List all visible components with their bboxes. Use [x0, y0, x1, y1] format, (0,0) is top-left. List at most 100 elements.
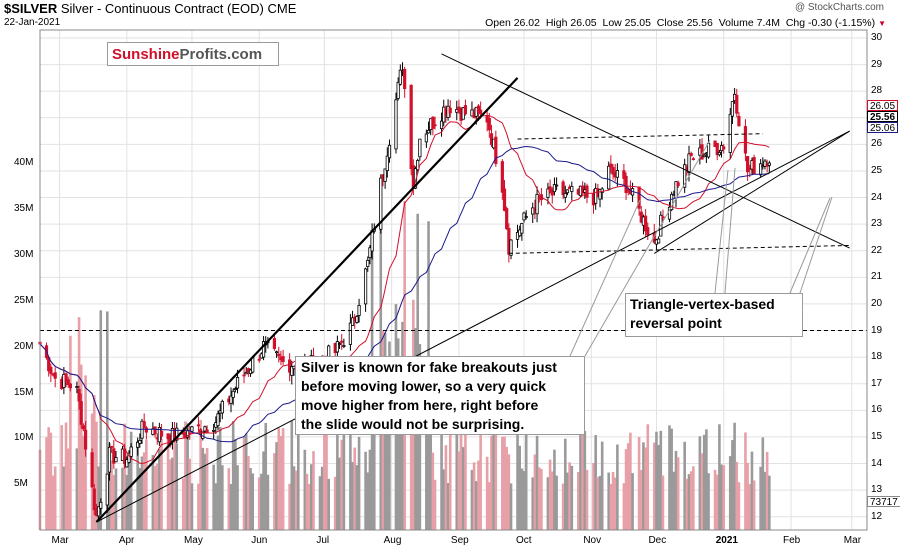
- volume-bar: [533, 454, 537, 530]
- price-tick-label: 23: [871, 218, 883, 230]
- candle-body: [730, 101, 735, 117]
- watermark: @ StockCharts.com: [794, 2, 884, 13]
- volume-bar: [661, 475, 665, 530]
- volume-bar: [676, 457, 680, 530]
- candle-body: [64, 373, 68, 381]
- volume-bar: [171, 457, 174, 530]
- candle-body: [524, 216, 528, 218]
- volume-bar: [399, 384, 402, 530]
- candle-body: [125, 459, 129, 468]
- candle-body: [383, 168, 387, 182]
- volume-bar: [728, 456, 732, 530]
- volume-bar: [501, 436, 504, 530]
- logo: SunshineProfits.com: [107, 42, 279, 66]
- candle-body: [418, 138, 422, 158]
- volume-bar: [333, 476, 337, 530]
- trendline-triangle-upper: [441, 53, 850, 249]
- candle-body: [97, 506, 101, 517]
- candle-body: [277, 353, 281, 357]
- volume-bar: [108, 443, 111, 530]
- volume-bar: [689, 471, 693, 530]
- volume-bar: [763, 471, 767, 530]
- volume-bar: [698, 436, 702, 530]
- candle-body: [561, 181, 565, 196]
- volume-bar: [733, 422, 736, 530]
- volume-bar: [768, 475, 771, 530]
- candle-body: [337, 343, 342, 345]
- candle-body: [683, 164, 687, 188]
- candle-body: [288, 359, 292, 373]
- volume-bar: [325, 428, 328, 530]
- candle-body: [112, 448, 116, 464]
- volume-bar: [229, 484, 233, 530]
- volume-bar: [722, 465, 726, 530]
- high-badge: 26.05: [867, 100, 899, 112]
- volume-bar: [652, 442, 656, 530]
- volume-bar: [262, 451, 265, 530]
- candle-body: [607, 165, 611, 190]
- volume-bar: [409, 373, 413, 530]
- low-badge: 25.06: [867, 122, 899, 134]
- price-tick-label: 26: [871, 138, 883, 150]
- candle-body: [615, 170, 619, 178]
- candle-body: [403, 68, 407, 90]
- candle-body: [722, 146, 726, 150]
- volume-tick-label: 15M: [14, 386, 34, 398]
- volume-bar: [616, 444, 619, 530]
- pointer-line: [789, 197, 831, 294]
- candle-body: [290, 366, 294, 376]
- candle-body: [107, 446, 112, 473]
- month-tick-label: Jun: [251, 535, 268, 546]
- volume-bar: [75, 448, 79, 530]
- volume-bar: [611, 471, 615, 530]
- volume-bar: [692, 466, 695, 530]
- candle-body: [500, 161, 504, 193]
- volume-bar: [197, 483, 200, 530]
- volume-bars: [38, 201, 771, 531]
- volume-bar: [123, 423, 126, 530]
- volume-bar: [477, 460, 480, 530]
- candle-body: [706, 142, 711, 158]
- volume-bar: [260, 473, 263, 530]
- volume-bar: [203, 453, 207, 530]
- volume-bar: [718, 424, 721, 530]
- volume-bar: [145, 439, 148, 530]
- volume-bar: [338, 457, 341, 530]
- price-tick-label: 24: [871, 191, 883, 203]
- candle-body: [676, 182, 680, 187]
- candle-body: [611, 167, 615, 175]
- pointer-line: [584, 139, 711, 357]
- volume-bar: [312, 451, 315, 530]
- volume-bar: [79, 364, 83, 530]
- candle-body: [212, 429, 216, 432]
- month-tick-label: Sep: [450, 535, 469, 546]
- volume-bar: [440, 431, 443, 530]
- volume-bar: [624, 449, 628, 530]
- candle-body: [502, 188, 507, 211]
- price-tick-label: 13: [871, 484, 883, 496]
- volume-bar: [613, 477, 617, 530]
- price-tick-label: 14: [871, 457, 883, 469]
- candle-body: [342, 345, 346, 347]
- price-tick-label: 21: [871, 271, 883, 283]
- plot-frame: [39, 29, 868, 531]
- candle-body: [426, 129, 431, 134]
- moving-average-short: [39, 115, 770, 464]
- candle-body: [138, 439, 142, 444]
- volume-bar: [585, 469, 589, 530]
- candle-body: [609, 163, 613, 168]
- candle-body: [509, 239, 513, 256]
- candle-body: [350, 317, 355, 326]
- close-value: 25.56: [686, 17, 713, 29]
- volume-bar: [231, 420, 235, 530]
- candle-body: [431, 116, 435, 129]
- volume-bar: [503, 436, 506, 530]
- volume-bar: [199, 420, 202, 530]
- candle-body: [272, 338, 277, 349]
- volume-bar: [446, 482, 450, 530]
- price-tick-label: 17: [871, 377, 883, 389]
- ohlc-readout: Open 26.02 High 26.05 Low 25.05 Close 25…: [485, 17, 886, 29]
- volume-bar: [464, 422, 467, 530]
- candle-body: [728, 113, 732, 153]
- volume-bar: [95, 421, 98, 530]
